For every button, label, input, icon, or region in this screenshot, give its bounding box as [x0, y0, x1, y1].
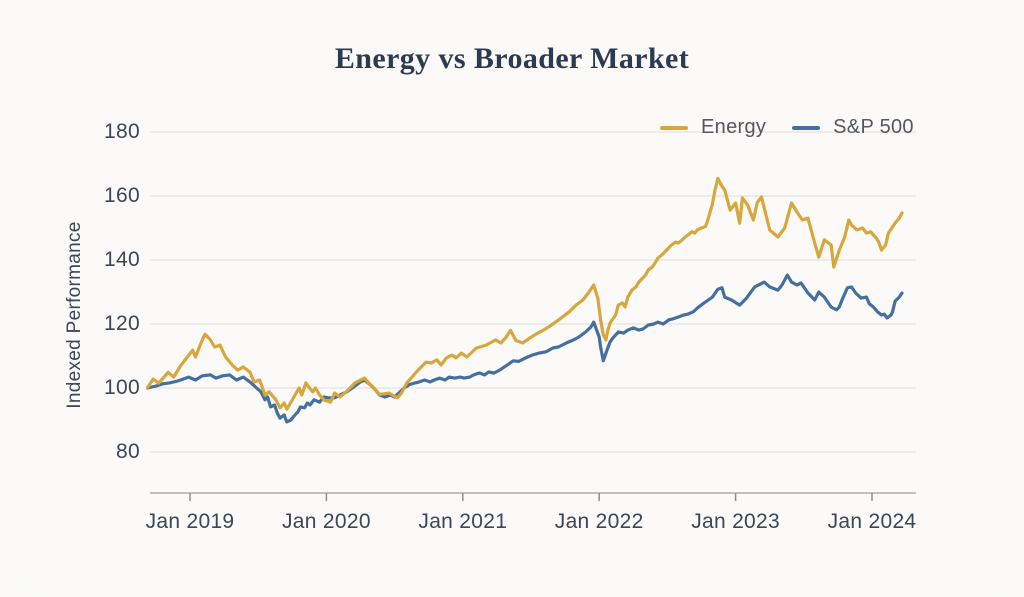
y-tick-label: 100 [104, 376, 140, 399]
y-axis-title: Indexed Performance [64, 221, 85, 409]
x-tick-label: Jan 2024 [827, 510, 917, 533]
x-tick-label: Jan 2020 [281, 510, 371, 533]
chart-title: Energy vs Broader Market [334, 42, 690, 75]
x-tick-label: Jan 2021 [418, 510, 508, 533]
legend-item-energy: Energy [660, 116, 766, 139]
y-tick-label: 140 [104, 248, 140, 271]
y-tick-label: 80 [116, 440, 140, 463]
legend-label-sp500: S&P 500 [833, 116, 914, 138]
sp500-line-swatch-icon [792, 125, 821, 130]
legend-label-energy: Energy [701, 116, 767, 138]
sp500-line [146, 273, 904, 424]
legend: Energy S&P 500 [660, 116, 914, 139]
x-tick-label: Jan 2023 [691, 510, 780, 533]
legend-item-sp500: S&P 500 [792, 116, 914, 139]
energy-line-swatch-icon [660, 125, 688, 130]
energy-line [146, 176, 904, 411]
x-tick-label: Jan 2019 [145, 510, 235, 533]
y-tick-label: 160 [104, 184, 140, 207]
y-tick-label: 120 [104, 312, 140, 335]
y-tick-label: 180 [104, 120, 140, 143]
x-tick-label: Jan 2022 [554, 510, 644, 533]
